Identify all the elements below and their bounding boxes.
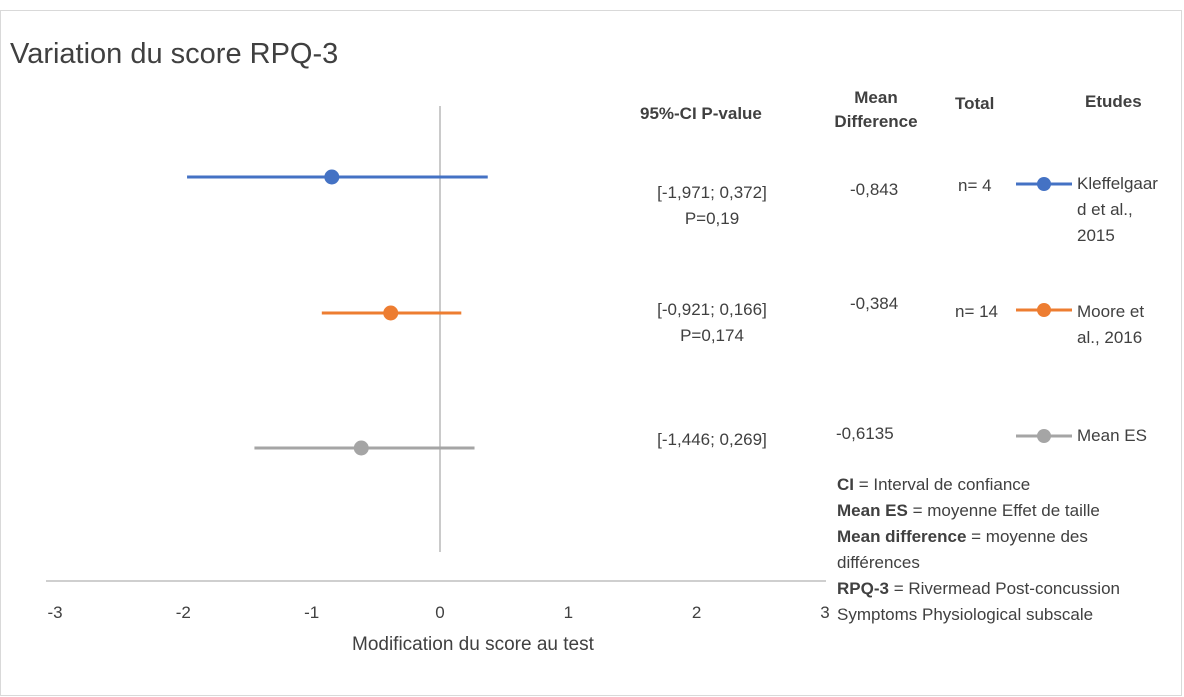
x-tick-label: 0	[435, 603, 445, 622]
glossary-definition: = Interval de confiance	[854, 475, 1031, 494]
x-tick-label: -3	[47, 603, 63, 622]
header-ci-pvalue: 95%-CI P-value	[640, 104, 762, 123]
glossary-term: Mean difference	[837, 527, 967, 546]
header-studies: Etudes	[1085, 92, 1142, 111]
glossary-term: CI	[837, 475, 854, 494]
row-study-name: Kleffelgaar d et al., 2015	[1077, 171, 1158, 249]
estimate-point	[353, 440, 369, 456]
study-name-line: Mean ES	[1077, 426, 1147, 445]
glossary-term: Mean ES	[837, 501, 908, 520]
row-total: n= 4	[958, 176, 992, 195]
glossary-definition: = Rivermead Post-concussion Symptoms Phy…	[837, 579, 1120, 624]
glossary-definition: = moyenne des différences	[837, 527, 1088, 572]
estimate-point	[324, 169, 340, 185]
glossary-entry: CI = Interval de confiance	[837, 472, 1167, 498]
study-name-line: d et al.,	[1077, 200, 1133, 219]
study-name-line: Kleffelgaar	[1077, 174, 1158, 193]
glossary-entry: Mean difference = moyenne des différence…	[837, 524, 1167, 576]
row-study-name: Moore et al., 2016	[1077, 299, 1144, 351]
row-ci-text: [-0,921; 0,166]	[657, 300, 767, 319]
x-tick-label: -1	[304, 603, 320, 622]
row-mean-diff: -0,384	[850, 294, 899, 313]
study-name-line: al., 2016	[1077, 328, 1143, 347]
glossary-entry: RPQ-3 = Rivermead Post-concussion Sympto…	[837, 576, 1167, 628]
legend-marker	[1037, 177, 1051, 191]
row-mean-diff: -0,6135	[836, 424, 894, 443]
x-tick-label: -2	[175, 603, 191, 622]
x-tick-label: 1	[563, 603, 574, 622]
legend-marker	[1037, 429, 1051, 443]
x-tick-label: 3	[820, 603, 830, 622]
chart-title: Variation du score RPQ-3	[10, 38, 339, 70]
glossary-definition: = moyenne Effet de taille	[907, 501, 1100, 520]
row-p-text: P=0,19	[684, 209, 740, 228]
chart-frame	[0, 10, 1182, 696]
legend-marker	[1037, 303, 1051, 317]
row-p-text: P=0,174	[680, 326, 744, 345]
glossary: CI = Interval de confiance Mean ES = moy…	[837, 472, 1167, 628]
row-ci-text: [-1,971; 0,372]	[657, 183, 767, 202]
header-mean-difference: Mean Difference	[834, 88, 918, 131]
row-mean-diff: -0,843	[850, 180, 899, 199]
row-total: n= 14	[955, 302, 999, 321]
glossary-entry: Mean ES = moyenne Effet de taille	[837, 498, 1167, 524]
glossary-term: RPQ-3	[837, 579, 889, 598]
row-study-name: Mean ES	[1077, 423, 1147, 449]
study-name-line: 2015	[1077, 226, 1115, 245]
x-axis-label: Modification du score au test	[352, 634, 594, 655]
x-tick-label: 2	[691, 603, 702, 622]
row-ci-text: [-1,446; 0,269]	[657, 430, 767, 449]
header-total: Total	[955, 94, 995, 113]
estimate-point	[383, 305, 399, 321]
study-name-line: Moore et	[1077, 302, 1145, 321]
